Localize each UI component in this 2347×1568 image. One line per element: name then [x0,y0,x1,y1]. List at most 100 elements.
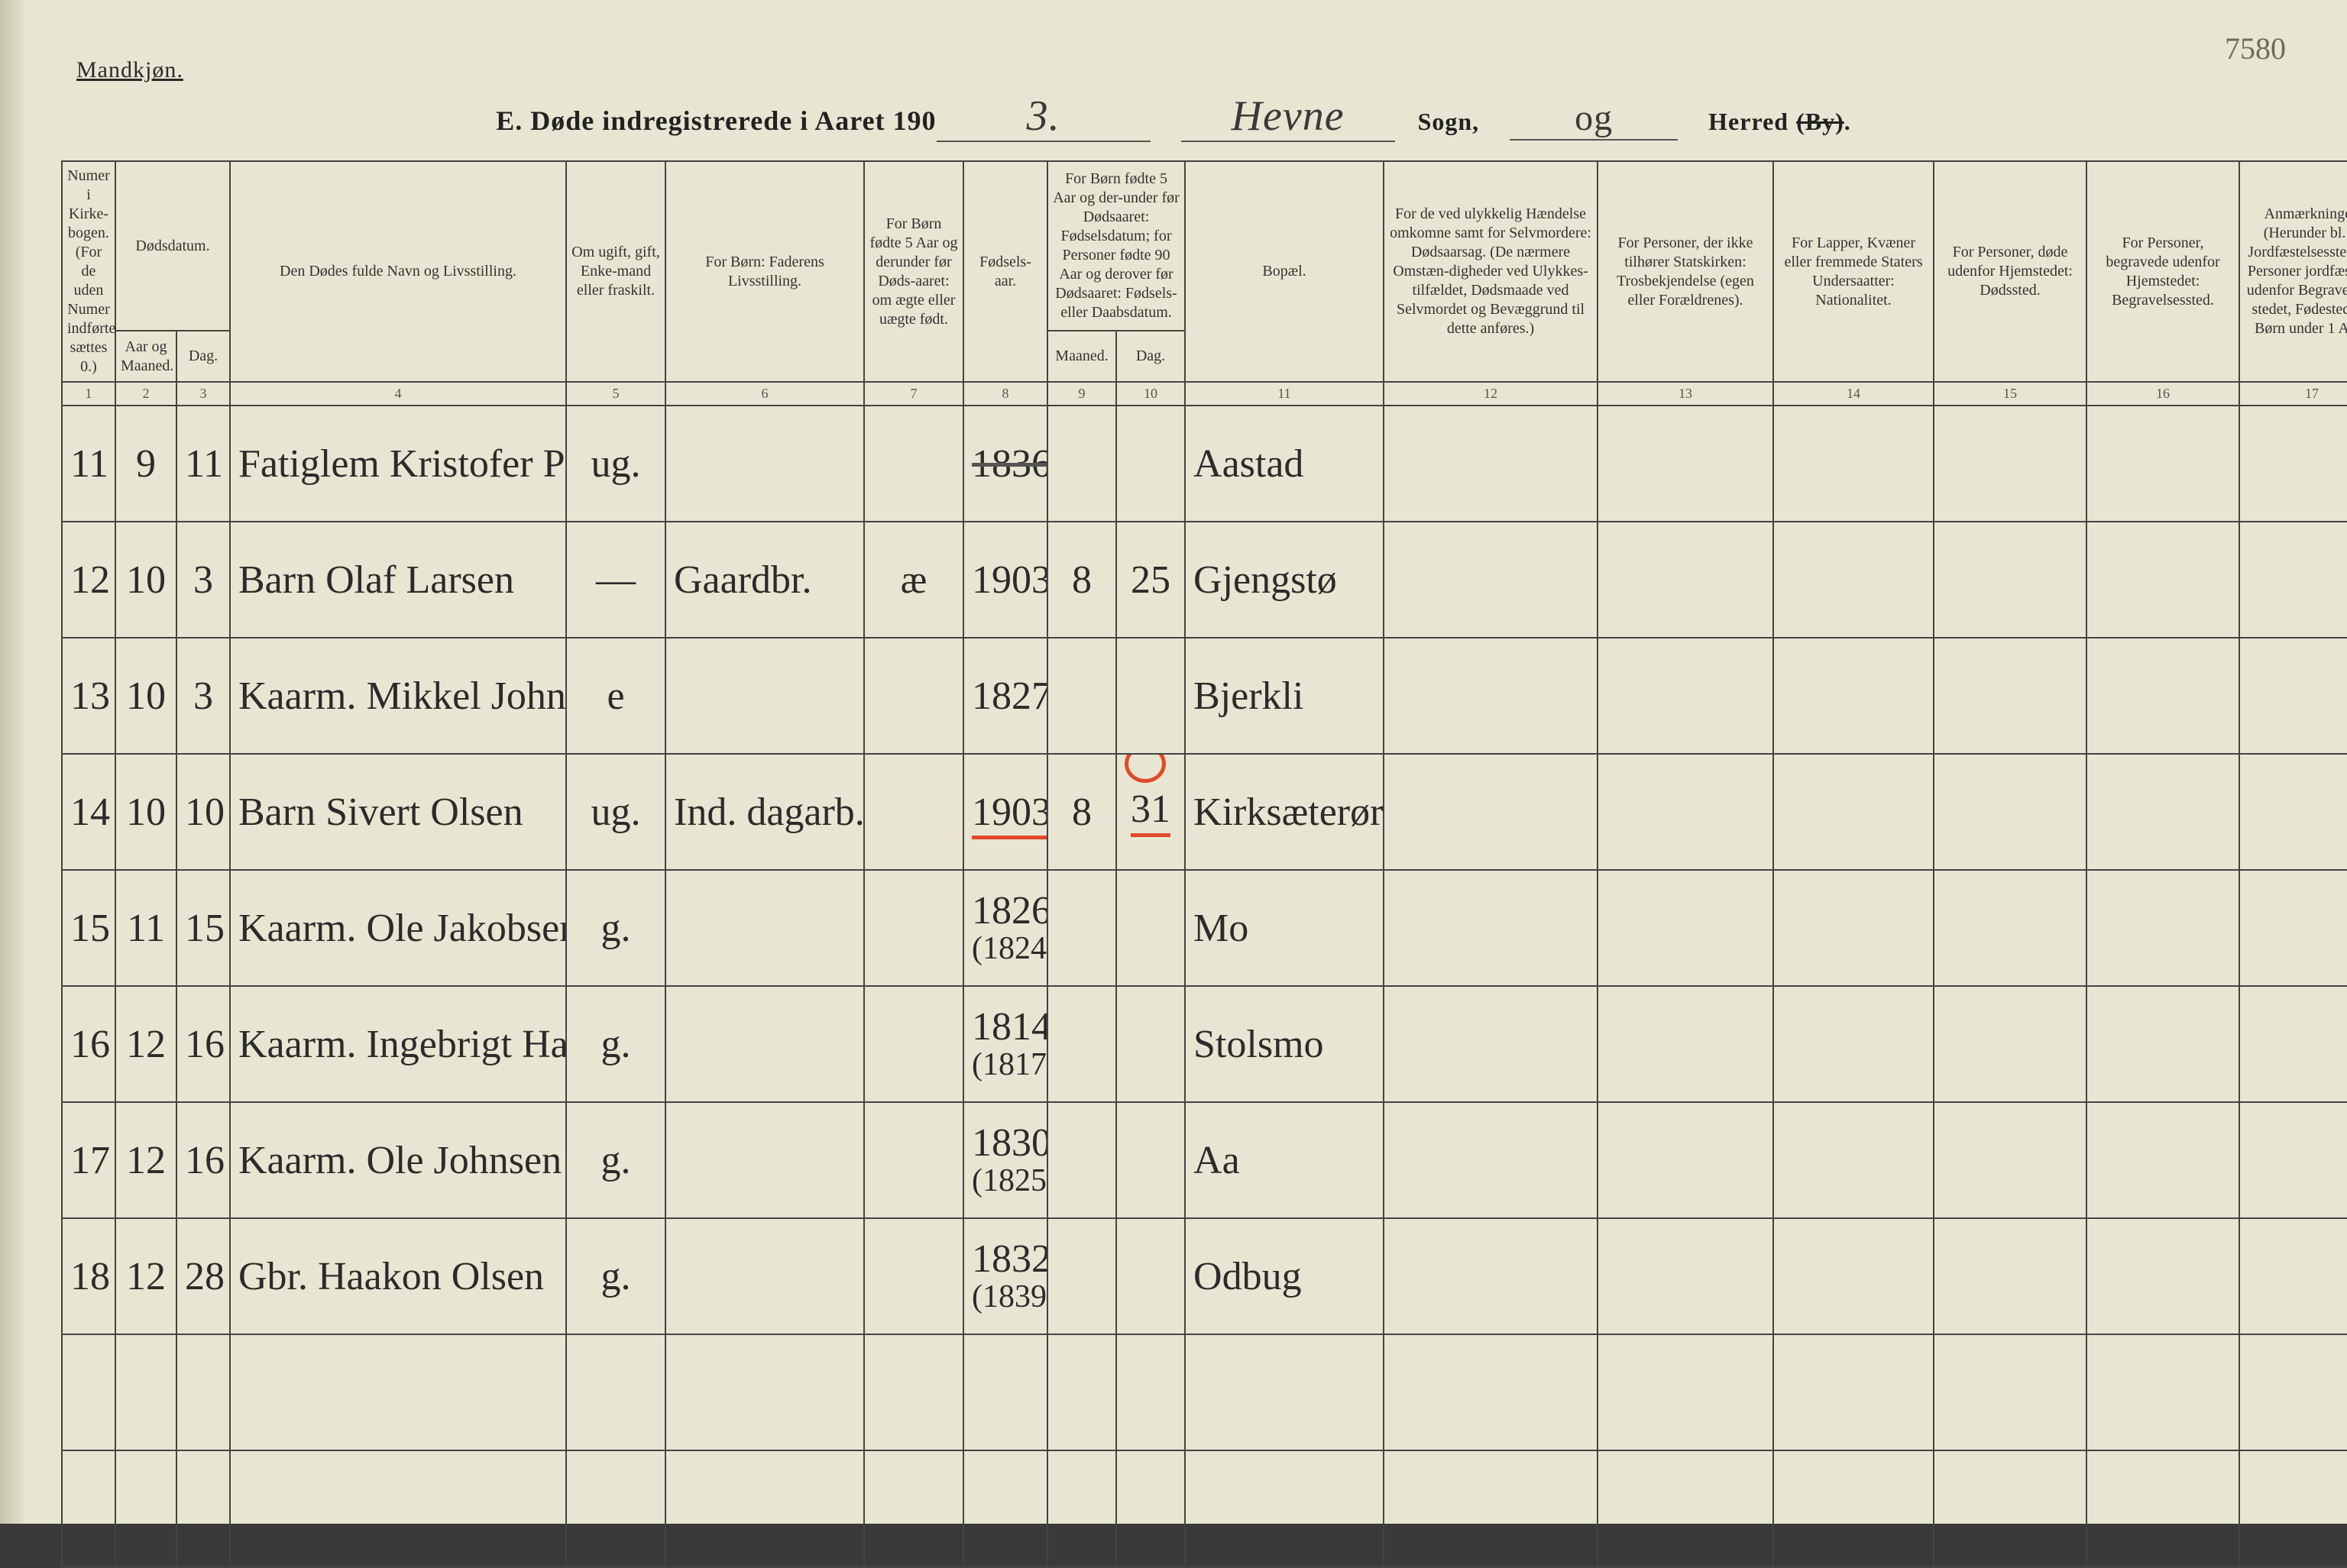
col-header-group-deathdate: Dødsdatum. [115,161,230,331]
empty-cell [1773,522,1934,638]
cell-civil-status: g. [566,1102,665,1218]
table-row: 13103Kaarm. Mikkel Johnsene1827Bjerkli [62,638,2347,754]
empty-cell [1598,1218,1773,1334]
cell-month: 10 [115,638,176,754]
col-header: For Personer, der ikke tilhører Statskir… [1598,161,1773,382]
empty-cell [1934,986,2086,1102]
cell-name: Kaarm. Ingebrigt Halstensen [230,986,566,1102]
cell-month: 11 [115,870,176,986]
cell-day: 11 [176,406,230,522]
empty-cell [62,1334,115,1450]
col-header: Numer i Kirke-bogen. (For de uden Numer … [62,161,115,382]
cell-birth-year: 1830(1825) [963,1102,1047,1218]
empty-cell [62,1450,115,1567]
cell-legitimacy [864,638,963,754]
cell-num: 15 [62,870,115,986]
empty-cell [1384,1218,1598,1334]
col-num: 14 [1773,382,1934,406]
empty-cell [1773,1334,1934,1450]
empty-cell [2239,522,2347,638]
cell-num: 13 [62,638,115,754]
col-header: For Børn fødte 5 Aar og derunder før Død… [864,161,963,382]
cell-birth-year: 1832(1839) [963,1218,1047,1334]
col-subheader: Maaned. [1047,331,1116,382]
empty-cell [1185,1450,1384,1567]
col-header: Den Dødes fulde Navn og Livsstilling. [230,161,566,382]
page-number-annotation: 7580 [2225,31,2286,66]
table-row: 141010Barn Sivert Olsenug.Ind. dagarb.19… [62,754,2347,870]
empty-cell [2086,870,2239,986]
empty-cell [2086,1102,2239,1218]
cell-legitimacy: æ [864,522,963,638]
cell-legitimacy [864,1102,963,1218]
cell-birth-month: 8 [1047,522,1116,638]
empty-cell [1934,638,2086,754]
empty-cell [963,1334,1047,1450]
empty-cell [1934,870,2086,986]
empty-cell [1934,406,2086,522]
col-num: 2 [115,382,176,406]
empty-cell [1384,1450,1598,1567]
cell-father-occupation [665,406,864,522]
col-num: 17 [2239,382,2347,406]
table-row: 161216Kaarm. Ingebrigt Halstenseng.1814(… [62,986,2347,1102]
cell-month: 12 [115,1102,176,1218]
empty-cell [2086,406,2239,522]
cell-day: 16 [176,986,230,1102]
death-register-table: Numer i Kirke-bogen. (For de uden Numer … [61,160,2347,1568]
title-sogn-script: Hevne [1181,92,1395,142]
title-year-suffix: 3. [937,92,1151,142]
col-header: For Lapper, Kvæner eller fremmede Stater… [1773,161,1934,382]
empty-cell [2239,638,2347,754]
col-num: 12 [1384,382,1598,406]
empty-cell [1773,638,1934,754]
empty-cell [2239,406,2347,522]
cell-day: 3 [176,638,230,754]
title-herred-label: Herred [1708,108,1789,135]
empty-cell [1934,754,2086,870]
col-num: 1 [62,382,115,406]
empty-cell [1047,1334,1116,1450]
cell-father-occupation: Gaardbr. [665,522,864,638]
cell-day: 3 [176,522,230,638]
empty-cell [115,1334,176,1450]
table-row: 151115Kaarm. Ole Jakobseng.1826(1824)Mo [62,870,2347,986]
empty-cell [1773,870,1934,986]
col-num: 13 [1598,382,1773,406]
cell-birth-month [1047,870,1116,986]
empty-cell [1598,1102,1773,1218]
cell-father-occupation [665,986,864,1102]
empty-cell [2239,870,2347,986]
cell-birth-month [1047,638,1116,754]
col-subheader: Dag. [176,331,230,382]
empty-cell [1116,1450,1185,1567]
cell-month: 9 [115,406,176,522]
col-num: 10 [1116,382,1185,406]
empty-cell [1384,754,1598,870]
empty-cell [1384,870,1598,986]
cell-civil-status: — [566,522,665,638]
cell-name: Barn Sivert Olsen [230,754,566,870]
empty-cell [1384,986,1598,1102]
empty-cell [2239,1218,2347,1334]
cell-birth-day: 25 [1116,522,1185,638]
empty-cell [1773,1218,1934,1334]
empty-cell [864,1450,963,1567]
table-row: 11911Fatiglem Kristofer Pedersenug.18361… [62,406,2347,522]
table-row: 12103Barn Olaf Larsen—Gaardbr.æ1903825Gj… [62,522,2347,638]
cell-num: 17 [62,1102,115,1218]
cell-name: Kaarm. Mikkel Johnsen [230,638,566,754]
cell-num: 16 [62,986,115,1102]
empty-cell [864,1334,963,1450]
empty-cell [1773,1450,1934,1567]
col-num: 16 [2086,382,2239,406]
empty-cell [1384,1334,1598,1450]
cell-home: Gjengstø [1185,522,1384,638]
cell-num: 14 [62,754,115,870]
empty-cell [2086,1334,2239,1450]
cell-birth-day [1116,1218,1185,1334]
cell-civil-status: g. [566,1218,665,1334]
cell-legitimacy [864,870,963,986]
col-num: 3 [176,382,230,406]
empty-cell [2086,754,2239,870]
